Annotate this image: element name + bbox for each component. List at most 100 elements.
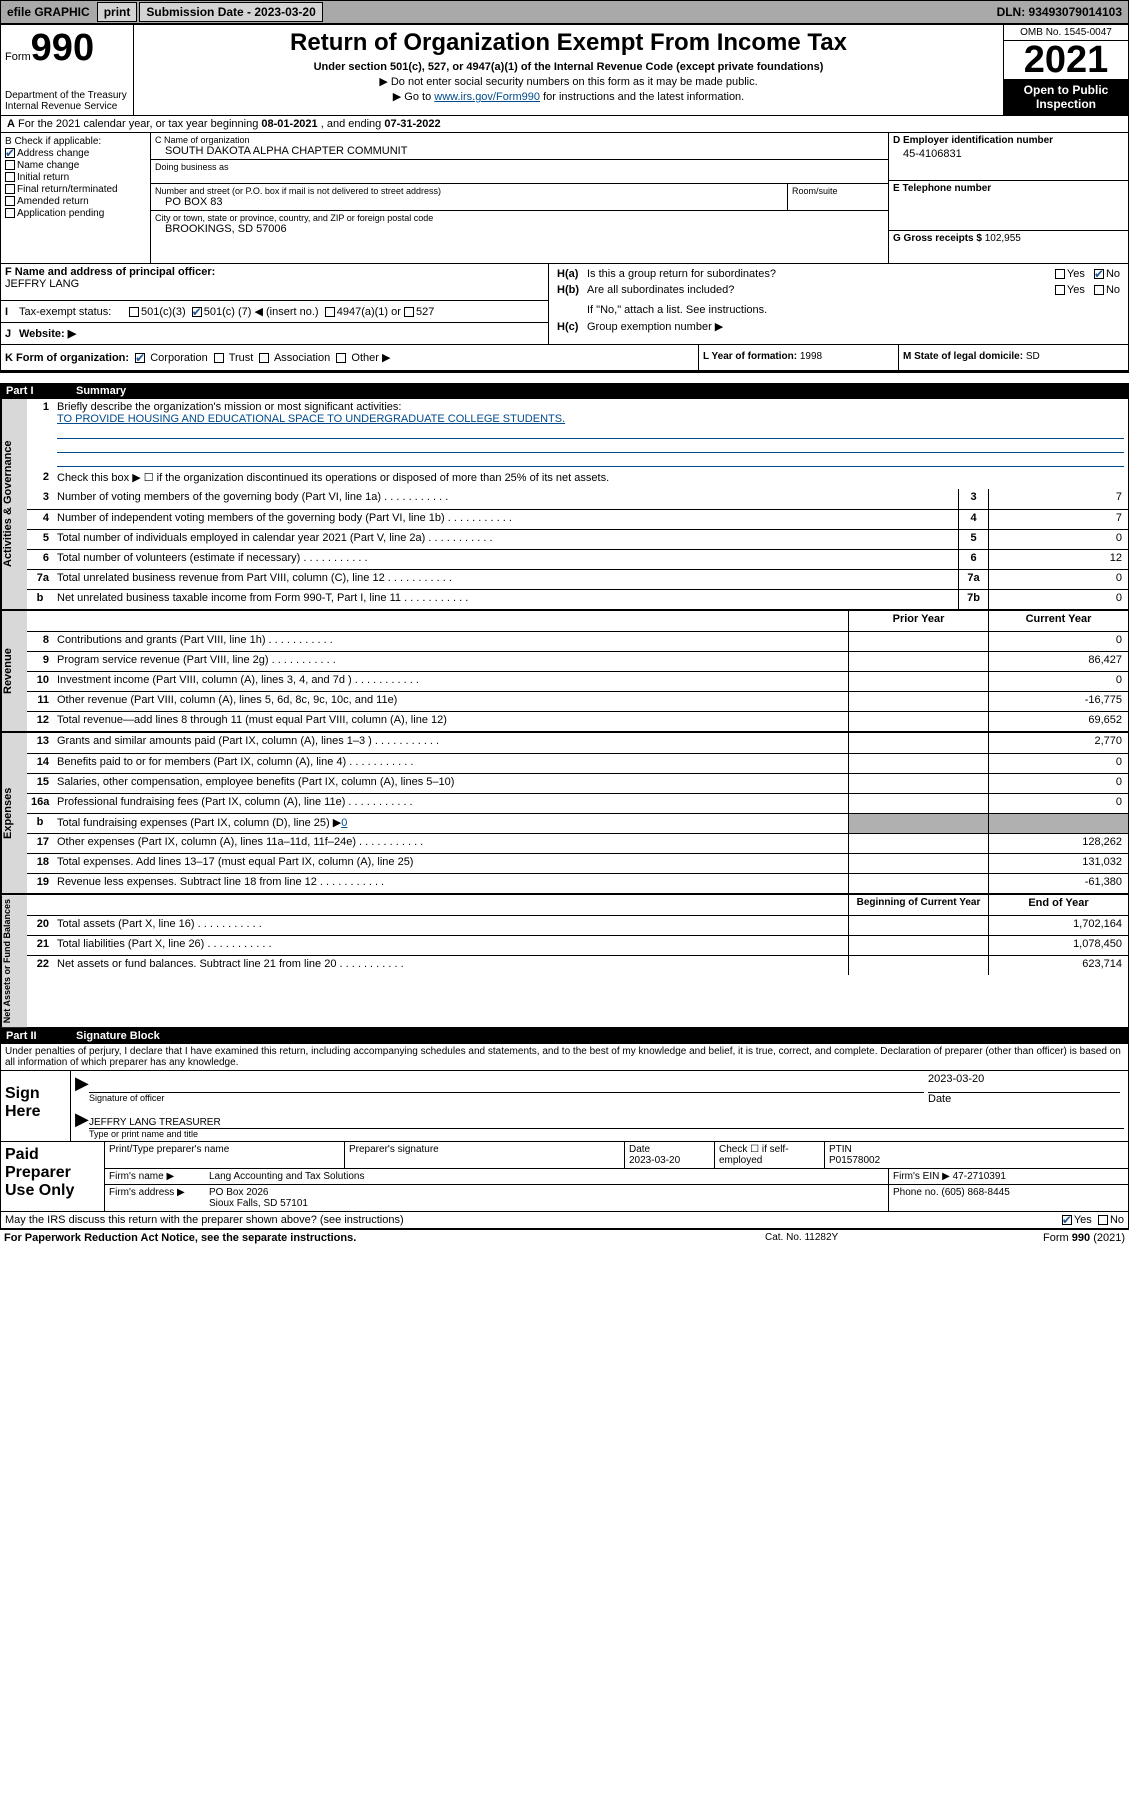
line-16a-current: 0 [988,794,1128,813]
checkbox-icon[interactable] [1094,285,1104,295]
city-label: City or town, state or province, country… [155,213,884,223]
addr-change-label: Address change [17,148,89,159]
room-suite: Room/suite [788,184,888,210]
line-16a-num: 16a [27,794,53,813]
line-21: 21 Total liabilities (Part X, line 26) 1… [27,935,1128,955]
principal-officer-box: F Name and address of principal officer:… [1,264,549,300]
chk-501c3[interactable] [129,307,139,317]
chk-discuss-no[interactable] [1098,1215,1108,1225]
chk-corporation[interactable] [135,353,145,363]
chk-final-return[interactable]: Final return/terminated [5,184,146,195]
dots [345,796,412,808]
chk-4947[interactable] [325,307,335,317]
revenue-body: Prior Year Current Year 8 Contributions … [27,611,1128,731]
column-c-org-info: C Name of organization SOUTH DAKOTA ALPH… [151,133,888,263]
line-16a: 16a Professional fundraising fees (Part … [27,793,1128,813]
firm-phone-label: Phone no. [893,1187,941,1198]
line-19-num: 19 [27,874,53,893]
line-17-prior [848,834,988,853]
firm-phone-box: Phone no. (605) 868-8445 [888,1185,1128,1211]
discuss-yes-label: Yes [1074,1214,1092,1226]
chk-address-change[interactable]: Address change [5,148,146,159]
line-8-num: 8 [27,632,53,651]
checkbox-icon[interactable] [1055,269,1065,279]
row-a-begin: 08-01-2021 [261,118,317,130]
form-container: Form990 Department of the Treasury Inter… [0,24,1129,373]
hc-text: Group exemption number ▶ [587,320,723,333]
sign-here-label: Sign Here [1,1071,71,1141]
net-assets-body: Beginning of Current Year End of Year 20… [27,895,1128,1027]
checkbox-icon[interactable] [1094,269,1104,279]
name-change-label: Name change [17,160,79,171]
row-a-end: 07-31-2022 [384,118,440,130]
line-2: 2 Check this box ▶ ☐ if the organization… [27,469,1128,489]
501c-post: ) ◀ (insert no.) [248,305,319,318]
dots [266,634,333,646]
chk-name-change[interactable]: Name change [5,160,146,171]
line-11: 11 Other revenue (Part VIII, column (A),… [27,691,1128,711]
line-1-text: Briefly describe the organization's miss… [57,401,401,413]
chk-trust[interactable] [214,353,224,363]
address-left: Number and street (or P.O. box if mail i… [151,184,788,210]
line-9-desc: Program service revenue (Part VIII, line… [53,652,848,671]
line-11-prior [848,692,988,711]
line-19-prior [848,874,988,893]
line-16b-prior [848,814,988,833]
line-5-value: 0 [988,530,1128,549]
firm-phone-value: (605) 868-8445 [941,1187,1009,1198]
no-label: No [1106,268,1120,280]
print-button[interactable]: print [97,2,138,22]
line-4-desc: Number of independent voting members of … [53,510,958,529]
goto-prefix: ▶ Go to [393,91,434,103]
line-15-num: 15 [27,774,53,793]
chk-501c[interactable] [192,307,202,317]
open-to-public: Open to Public Inspection [1004,79,1128,115]
sig-date-label: Date [928,1093,1120,1105]
form-title: Return of Organization Exempt From Incom… [138,29,999,57]
line-14-current: 0 [988,754,1128,773]
chk-initial-return[interactable]: Initial return [5,172,146,183]
irs-link[interactable]: www.irs.gov/Form990 [434,91,540,103]
line-18-prior [848,854,988,873]
ha-text: Is this a group return for subordinates? [587,268,1049,280]
footer-form-post: (2021) [1090,1232,1125,1244]
submission-date-button[interactable]: Submission Date - 2023-03-20 [139,2,322,22]
m-value: SD [1026,351,1040,362]
chk-527[interactable] [404,307,414,317]
footer-form-pre: Form [1043,1232,1072,1244]
line-18: 18 Total expenses. Add lines 13–17 (must… [27,853,1128,873]
dots [195,918,262,930]
line-22-num: 22 [27,956,53,975]
line-13-desc: Grants and similar amounts paid (Part IX… [53,733,848,753]
ag-body: 1 Briefly describe the organization's mi… [27,399,1128,609]
col-b-header: B Check if applicable: [5,136,146,147]
chk-application-pending[interactable]: Application pending [5,208,146,219]
checkbox-icon[interactable] [1055,285,1065,295]
line-20: 20 Total assets (Part X, line 16) 1,702,… [27,915,1128,935]
line-16a-prior [848,794,988,813]
ein-value: 45-4106831 [893,148,962,160]
org-name-label: C Name of organization [155,135,884,145]
chk-discuss-yes[interactable] [1062,1215,1072,1225]
officer-name-field: JEFFRY LANG TREASURER Type or print name… [89,1109,1124,1139]
chk-other[interactable] [336,353,346,363]
paid-preparer-body: Print/Type preparer's name Preparer's si… [105,1142,1128,1211]
final-return-label: Final return/terminated [17,184,118,195]
telephone-label: E Telephone number [893,183,991,194]
no-label: No [1106,284,1120,296]
line-16a-desc: Professional fundraising fees (Part IX, … [53,794,848,813]
city-row: City or town, state or province, country… [151,211,888,237]
net-assets-section: Net Assets or Fund Balances Beginning of… [0,894,1129,1028]
end-year-header: End of Year [988,895,1128,915]
f-label: F Name and address of principal officer: [5,266,215,278]
line-1-desc: Briefly describe the organization's miss… [53,399,1128,469]
sig-date-value: 2023-03-20 [928,1073,1120,1093]
chk-amended-return[interactable]: Amended return [5,196,146,207]
preparer-top-row: Print/Type preparer's name Preparer's si… [105,1142,1128,1169]
line-6-desc: Total number of volunteers (estimate if … [53,550,958,569]
firm-addr-line2: Sioux Falls, SD 57101 [209,1198,308,1209]
line-8: 8 Contributions and grants (Part VIII, l… [27,631,1128,651]
paid-preparer-row: Paid Preparer Use Only Print/Type prepar… [1,1141,1128,1211]
chk-association[interactable] [259,353,269,363]
line-4-value: 7 [988,510,1128,529]
